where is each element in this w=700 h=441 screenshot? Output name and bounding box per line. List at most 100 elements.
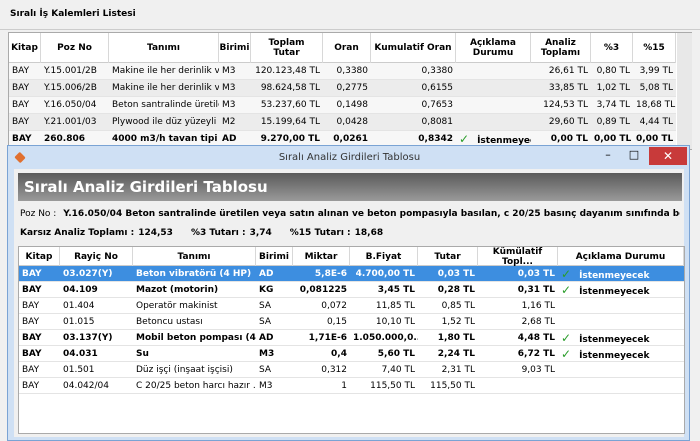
cell: AD xyxy=(219,131,251,148)
close-button[interactable]: ✕ xyxy=(649,147,687,165)
cell: 4.700,00 TL xyxy=(350,266,418,282)
data-row[interactable]: BAY 03.027(Y) Beton vibratörü (4 HP) AD 5,8E… xyxy=(19,266,684,282)
cell-text: 0,28 TL xyxy=(437,285,475,295)
cell-text: 0,00 TL xyxy=(550,134,588,144)
column-header[interactable]: Miktar xyxy=(293,247,350,266)
maximize-button[interactable]: □ xyxy=(628,148,640,161)
cell: 5,60 TL xyxy=(350,346,418,362)
cell-text: 04.031 xyxy=(63,349,98,359)
header-row: Kitap Poz No Tanımı Birimi Toplam Tutar Oran K… xyxy=(9,33,676,63)
data-row[interactable]: BAY 04.109 Mazot (motorin) KG 0,081225 3,45 T… xyxy=(19,282,684,298)
cell: 260.806 xyxy=(41,131,109,148)
cell-text: SA xyxy=(259,301,272,311)
cell: 2,31 TL xyxy=(418,362,478,378)
cell-text: 1,16 TL xyxy=(521,301,555,311)
column-header[interactable]: Tutar xyxy=(418,247,478,266)
column-header[interactable]: Oran xyxy=(323,33,371,63)
back-title-bar: Sıralı İş Kalemleri Listesi xyxy=(0,0,700,30)
cell-text: İstenmeyecek xyxy=(579,271,650,281)
summary-item: Karsız Analiz Toplamı :124,53 xyxy=(20,228,173,238)
cell-text: İstenmeyecek xyxy=(579,335,650,345)
data-row[interactable]: BAY 260.806 4000 m3/h tavan tipi ... AD 9.27… xyxy=(9,131,676,148)
cell: M3 xyxy=(219,80,251,97)
cell: 1,80 TL xyxy=(418,330,478,346)
cell-text: 2,24 TL xyxy=(437,349,475,359)
cell-text: 115,50 TL xyxy=(370,381,415,391)
column-header[interactable]: Kitap xyxy=(9,33,41,63)
cell: 0,1498 xyxy=(323,97,371,114)
data-row[interactable]: BAY 03.137(Y) Mobil beton pompası (4... AD 1… xyxy=(19,330,684,346)
cell-text: 01.015 xyxy=(63,317,95,327)
minimize-button[interactable]: – xyxy=(605,148,611,161)
cell-text: 0,31 TL xyxy=(517,285,555,295)
column-header[interactable]: %3 xyxy=(591,33,633,63)
column-header[interactable]: Birimi xyxy=(256,247,293,266)
data-row[interactable]: BAY Y.16.050/04 Beton santralinde üretilen… xyxy=(9,97,676,114)
cell-text: Operatör makinist xyxy=(136,301,218,311)
column-header[interactable]: Rayiç No xyxy=(60,247,133,266)
cell: 1 xyxy=(293,378,350,394)
column-header[interactable]: %15 xyxy=(633,33,676,63)
cell: 0,2775 xyxy=(323,80,371,97)
cell: 2,68 TL xyxy=(478,314,558,330)
cell: 5,08 TL xyxy=(633,80,676,97)
data-row[interactable]: BAY 04.042/04 C 20/25 beton harcı hazır ..… xyxy=(19,378,684,394)
poz-label: Poz No : xyxy=(20,209,57,219)
cell: 03.027(Y) xyxy=(60,266,133,282)
cell-text: BAY xyxy=(22,269,42,279)
cell: Makine ile her derinlik ve ... xyxy=(109,63,219,80)
cell: BAY xyxy=(19,378,60,394)
column-header[interactable]: Kumulatif Oran xyxy=(371,33,456,63)
cell-text: 03.137(Y) xyxy=(63,333,113,343)
dialog-body: Sıralı Analiz Girdileri Tablosu Poz No :… xyxy=(14,169,685,437)
column-header[interactable]: Analiz Toplamı xyxy=(531,33,591,63)
column-header[interactable]: Toplam Tutar xyxy=(251,33,323,63)
data-row[interactable]: BAY Y.15.001/2B Makine ile her derinlik ve… xyxy=(9,63,676,80)
cell: M3 xyxy=(256,378,293,394)
cell: BAY xyxy=(9,97,41,114)
data-row[interactable]: BAY 04.031 Su M3 0,4 5,60 TL 2,24 TL 6,72 TL ✓ İs… xyxy=(19,346,684,362)
cell: 9,03 TL xyxy=(478,362,558,378)
cell-text: 11,85 TL xyxy=(375,301,415,311)
cell: Operatör makinist xyxy=(133,298,256,314)
data-row[interactable]: BAY Y.15.006/2B Makine ile her derinlik ve… xyxy=(9,80,676,97)
column-header[interactable]: Tanımı xyxy=(109,33,219,63)
cell: 4,48 TL xyxy=(478,330,558,346)
cell-text: BAY xyxy=(12,100,30,110)
column-header[interactable]: Açıklama Durumu xyxy=(558,247,684,266)
cell: BAY xyxy=(9,131,41,148)
cell: BAY xyxy=(19,314,60,330)
summary-value: 18,68 xyxy=(354,228,384,238)
cell-text: M3 xyxy=(222,83,236,93)
cell: 115,50 TL xyxy=(418,378,478,394)
cell-text: 18,68 TL xyxy=(636,100,676,110)
data-row[interactable]: BAY 01.015 Betoncu ustası SA 0,15 10,10 TL 1,5… xyxy=(19,314,684,330)
column-header[interactable]: Poz No xyxy=(41,33,109,63)
cell-text: AD xyxy=(222,134,237,144)
cell: Y.15.001/2B xyxy=(41,63,109,80)
cell: 0,312 xyxy=(293,362,350,378)
column-header[interactable]: Kümülatif Topl... xyxy=(478,247,558,266)
data-row[interactable]: BAY 01.404 Operatör makinist SA 0,072 11,85 T… xyxy=(19,298,684,314)
data-row[interactable]: BAY 01.501 Düz işçi (inşaat işçisi) SA 0,312… xyxy=(19,362,684,378)
cell: 1,71E-6 xyxy=(293,330,350,346)
cell-text: SA xyxy=(259,317,272,327)
cell: SA xyxy=(256,298,293,314)
cell: M3 xyxy=(256,346,293,362)
column-header[interactable]: Açıklama Durumu xyxy=(456,33,531,63)
cell: 0,00 TL xyxy=(531,131,591,148)
cell: ✓ İstenmeyecek xyxy=(558,346,684,362)
cell-text: 5,08 TL xyxy=(639,83,673,93)
cell: 0,89 TL xyxy=(591,114,633,131)
column-header[interactable]: B.Fiyat xyxy=(350,247,418,266)
column-header[interactable]: Tanımı xyxy=(133,247,256,266)
column-header[interactable]: Kitap xyxy=(19,247,60,266)
column-header[interactable]: Birimi xyxy=(219,33,251,63)
cell: 0,03 TL xyxy=(418,266,478,282)
data-row[interactable]: BAY Y.21.001/03 Plywood ile düz yüzeyli b.… xyxy=(9,114,676,131)
cell-text: 3,99 TL xyxy=(639,66,673,76)
cell: Y.21.001/03 xyxy=(41,114,109,131)
cell-text: 1,02 TL xyxy=(596,83,630,93)
cell: 0,03 TL xyxy=(478,266,558,282)
